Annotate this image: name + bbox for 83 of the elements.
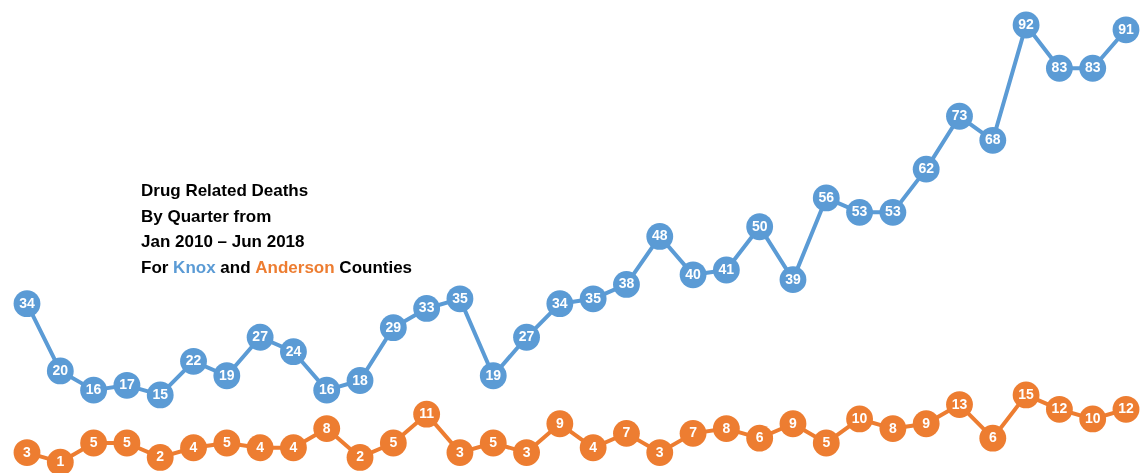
data-label: 5	[822, 433, 831, 450]
data-label: 34	[552, 294, 568, 311]
data-label: 29	[385, 318, 402, 335]
data-label: 5	[389, 433, 398, 450]
data-label: 41	[718, 261, 735, 278]
data-label: 40	[685, 265, 702, 282]
data-label: 15	[1018, 385, 1035, 402]
point	[379, 429, 407, 457]
annotation: For	[141, 258, 169, 278]
data-label: 7	[622, 424, 631, 441]
data-label: 56	[818, 188, 835, 205]
data-label: 3	[456, 443, 465, 460]
data-label: 3	[23, 443, 32, 460]
point	[679, 419, 707, 447]
data-label: 9	[922, 414, 931, 431]
data-label: 17	[119, 376, 135, 393]
annotation: Counties	[339, 258, 413, 278]
data-label: 27	[252, 328, 269, 345]
data-label: 8	[722, 419, 731, 436]
point	[513, 439, 540, 466]
data-label: 5	[123, 433, 132, 450]
point	[613, 419, 640, 447]
data-label: 12	[1051, 400, 1068, 417]
data-label: 16	[318, 381, 335, 398]
point	[80, 429, 108, 457]
data-label: 9	[555, 414, 564, 431]
data-label: 4	[589, 438, 598, 455]
data-label: 38	[618, 275, 635, 292]
text: Knox	[173, 258, 217, 278]
data-label: 34	[19, 294, 35, 311]
data-label: 50	[751, 217, 768, 234]
data-label: 9	[789, 414, 798, 431]
data-label: 13	[951, 395, 968, 412]
data-label: 10	[1084, 409, 1101, 426]
data-label: 53	[851, 203, 868, 220]
data-label: 11	[419, 405, 435, 422]
data-label: 18	[352, 371, 369, 388]
annotation: By Quarter from	[141, 206, 272, 226]
data-label: 35	[452, 289, 468, 306]
data-label: 68	[985, 131, 1001, 148]
data-label: 4	[189, 438, 198, 455]
data-label: 8	[322, 419, 331, 436]
data-label: 48	[651, 227, 668, 244]
data-label: 92	[1018, 16, 1035, 32]
data-label: 22	[185, 352, 202, 369]
data-label: 20	[52, 361, 69, 378]
data-label: 33	[418, 299, 435, 316]
data-label: 5	[222, 433, 231, 450]
data-label: 83	[1084, 59, 1101, 76]
annotation: and	[220, 258, 251, 278]
data-label: 6	[988, 429, 997, 446]
point	[46, 448, 74, 473]
data-label: 6	[755, 429, 764, 446]
data-label: 10	[851, 409, 868, 426]
data-label: 12	[1118, 400, 1134, 417]
data-label: 39	[785, 270, 801, 287]
data-label: 7	[689, 424, 698, 441]
data-label: 62	[918, 160, 935, 177]
data-label: 8	[888, 419, 897, 436]
data-label: 3	[655, 443, 664, 460]
data-label: 5	[489, 433, 498, 450]
data-label: 19	[485, 366, 502, 383]
data-label: 4	[256, 438, 265, 455]
data-label: 27	[518, 328, 535, 345]
annotation: Jan 2010 – Jun 2018	[141, 232, 305, 252]
point	[646, 439, 674, 466]
data-label: 1	[56, 453, 65, 470]
data-label: 24	[285, 342, 302, 359]
data-label: 5	[89, 433, 98, 450]
data-label: 73	[951, 107, 968, 124]
data-label: 35	[585, 289, 602, 306]
annotation: Drug Related Deaths	[141, 181, 309, 200]
data-label: 53	[885, 203, 901, 220]
data-label: 2	[156, 448, 165, 465]
data-label: 2	[356, 448, 365, 465]
text: Anderson	[255, 258, 335, 278]
data-label: 15	[152, 385, 169, 402]
data-label: 3	[522, 443, 531, 460]
data-label: 19	[219, 366, 235, 383]
data-label: 83	[1051, 59, 1068, 76]
data-label: 91	[1118, 20, 1134, 37]
data-label: 16	[85, 381, 102, 398]
data-label: 4	[289, 438, 298, 455]
